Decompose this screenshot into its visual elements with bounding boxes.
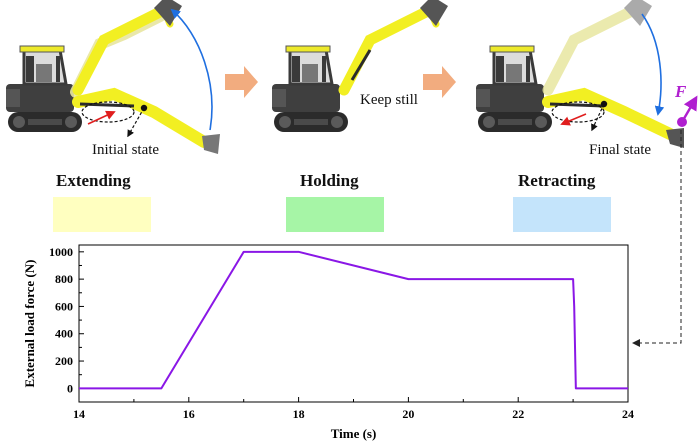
transition-arrow-1: [225, 66, 258, 98]
x-axis-label: Time (s): [331, 426, 377, 441]
y-tick-label: 200: [55, 354, 73, 368]
phase-title-holding: Holding: [300, 171, 359, 190]
y-tick-label: 0: [67, 381, 73, 395]
panel-note-retracting: Final state: [589, 142, 652, 158]
y-tick-label: 800: [55, 272, 73, 286]
y-tick-label: 600: [55, 299, 73, 313]
x-tick-label: 24: [622, 407, 634, 421]
series-line: [79, 250, 628, 390]
x-tick-label: 14: [73, 407, 85, 421]
transition-arrow-2: [423, 66, 456, 98]
plot-frame: [78, 244, 629, 403]
x-tick-label: 20: [402, 407, 414, 421]
y-axis-label: External load force (N): [22, 260, 37, 388]
phase-title-extending: Extending: [56, 171, 131, 190]
phase-swatch-retracting: [513, 197, 611, 232]
x-tick-label: 16: [183, 407, 195, 421]
y-tick-label: 1000: [49, 245, 73, 259]
force-leader-arrowhead: [632, 339, 640, 347]
excavator-holding: [270, 0, 448, 134]
x-tick-label: 22: [512, 407, 524, 421]
x-tick-label: 18: [293, 407, 305, 421]
phase-swatch-extending: [53, 197, 151, 232]
excavator-retracting: [474, 0, 698, 148]
panel-note-holding: Keep still: [360, 92, 418, 108]
excavator-illustrations: [4, 0, 698, 154]
panel-note-extending: Initial state: [92, 142, 160, 158]
y-tick-label: 400: [55, 327, 73, 341]
force-symbol: F: [675, 82, 687, 101]
phase-title-retracting: Retracting: [518, 171, 596, 190]
phase-swatch-holding: [286, 197, 384, 232]
excavator-extending: [4, 0, 220, 154]
